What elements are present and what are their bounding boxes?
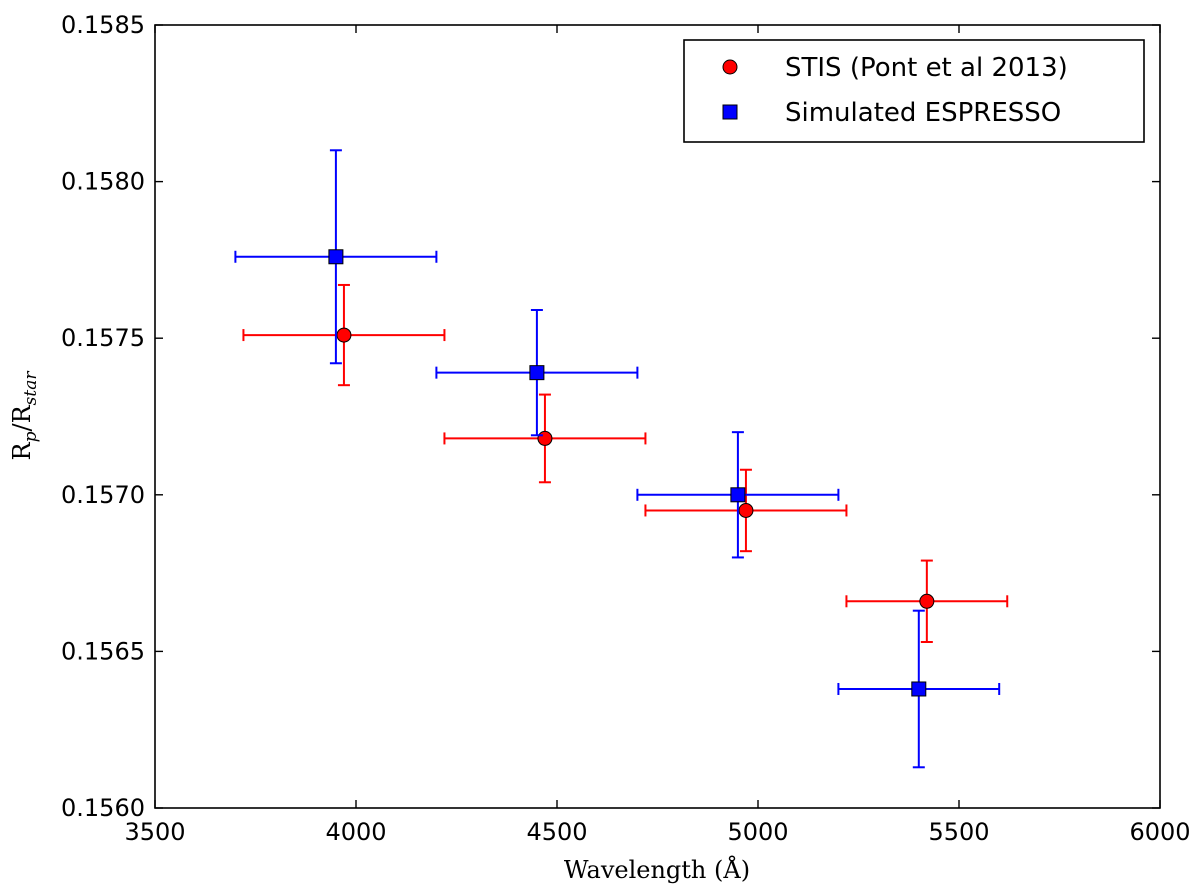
x-tick-label: 3500 (124, 818, 185, 846)
series-stis (242, 283, 1009, 644)
x-tick-label: 4500 (526, 818, 587, 846)
data-point-square (529, 365, 545, 381)
y-tick-label: 0.1575 (61, 324, 145, 352)
x-axis-title: Wavelength (Å) (564, 855, 750, 884)
legend-marker-stis (722, 59, 738, 75)
y-axis-title-mid: /R (8, 404, 36, 431)
data-point-square (328, 249, 344, 265)
tick-labels: 3500 4000 4500 5000 5500 6000 0.1560 0.1565 0.15… (61, 11, 1191, 846)
data-point-square (730, 487, 746, 503)
y-axis-title: Rp/Rstar (8, 371, 41, 461)
x-tick-label: 5500 (928, 818, 989, 846)
data-point-square (911, 681, 927, 697)
legend-box (683, 39, 1145, 143)
plot-frame (154, 24, 1161, 809)
legend-label-espresso: Simulated ESPRESSO (785, 98, 1061, 128)
x-tick-label: 5000 (727, 818, 788, 846)
y-tick-label: 0.1585 (61, 11, 145, 39)
y-axis-title-sub1: p (21, 431, 41, 442)
data-point-circle (738, 502, 754, 518)
y-axis-title-sub2: star (21, 371, 41, 406)
y-axis-title-main: R (8, 441, 36, 460)
y-tick-label: 0.1580 (61, 168, 145, 196)
data-point-circle (336, 327, 352, 343)
series (234, 149, 1009, 769)
legend-marker-espresso (722, 104, 738, 120)
data-point-circle (919, 593, 935, 609)
x-tick-label: 4000 (325, 818, 386, 846)
data-point-circle (537, 430, 553, 446)
x-tick-label: 6000 (1129, 818, 1190, 846)
y-tick-label: 0.1565 (61, 637, 145, 665)
y-tick-label: 0.1570 (61, 481, 145, 509)
series-espresso (234, 149, 1001, 769)
y-tick-label: 0.1560 (61, 794, 145, 822)
legend: STIS (Pont et al 2013) Simulated ESPRESS… (683, 39, 1145, 143)
legend-label-stis: STIS (Pont et al 2013) (785, 53, 1068, 83)
